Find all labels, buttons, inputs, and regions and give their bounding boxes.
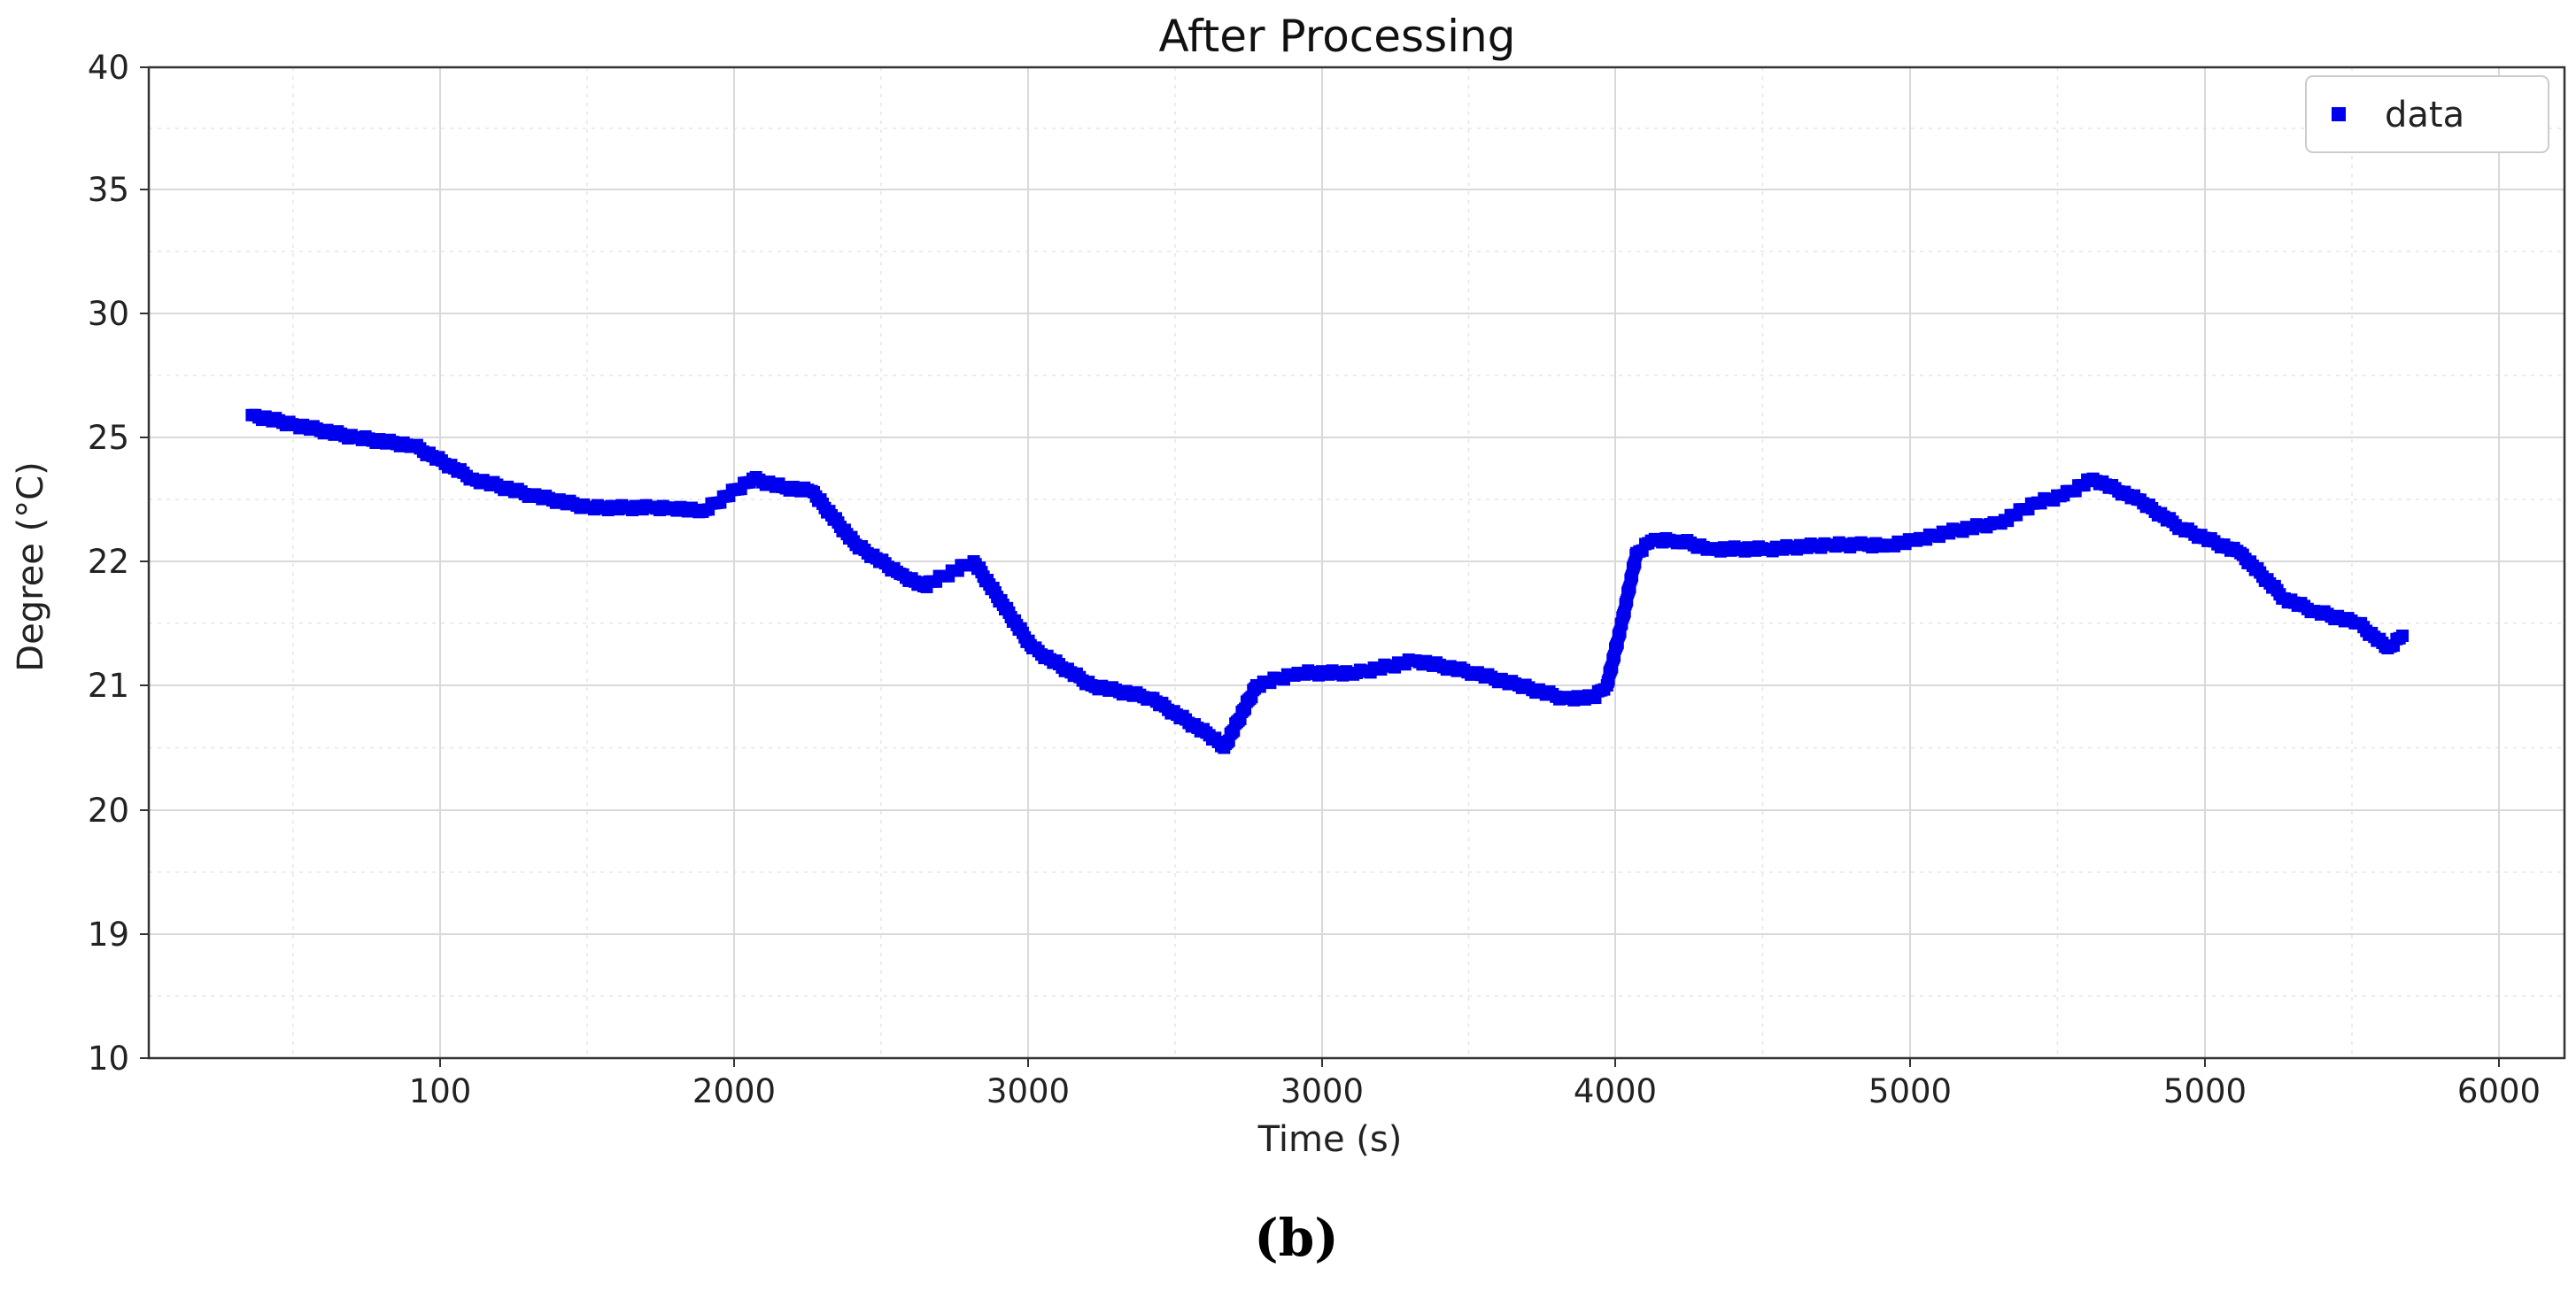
y-tick-label: 40 xyxy=(88,49,129,87)
x-tick-label: 3000 xyxy=(1280,1072,1364,1110)
y-tick-label: 22 xyxy=(88,543,129,581)
x-tick-label: 6000 xyxy=(2457,1072,2541,1110)
legend-box xyxy=(2305,75,2549,153)
x-tick-label: 5000 xyxy=(1868,1072,1952,1110)
x-tick-label: 3000 xyxy=(986,1072,1070,1110)
y-axis-label: Degree (°C) xyxy=(11,461,51,671)
x-tick-label: 5000 xyxy=(2163,1072,2247,1110)
legend-label: data xyxy=(2385,95,2464,135)
legend-marker xyxy=(2332,107,2346,121)
data-point xyxy=(2396,630,2410,642)
y-tick-label: 21 xyxy=(88,667,129,705)
x-tick-label: 4000 xyxy=(1574,1072,1657,1110)
y-ticks: 10 19 20 21 22 25 30 35 40 xyxy=(88,49,149,1078)
y-tick-label: 25 xyxy=(88,419,129,457)
y-tick-label: 35 xyxy=(88,171,129,209)
x-tick-label: 2000 xyxy=(692,1072,776,1110)
y-tick-label: 10 xyxy=(88,1040,129,1078)
x-axis-label: Time (s) xyxy=(1257,1119,1403,1160)
x-ticks: 100 2000 3000 3000 4000 5000 5000 6000 xyxy=(409,1058,2541,1110)
x-tick-label: 100 xyxy=(409,1072,472,1110)
chart-title: After Processing xyxy=(1159,11,1516,62)
figure-caption: (b) xyxy=(1254,1208,1338,1268)
data-points xyxy=(245,408,2410,754)
legend: data xyxy=(2305,75,2549,153)
plot-area xyxy=(149,67,2564,1058)
plot-frame xyxy=(147,66,2566,1060)
y-tick-label: 20 xyxy=(88,792,129,830)
y-tick-label: 30 xyxy=(88,295,129,333)
y-tick-label: 19 xyxy=(88,916,129,954)
grid xyxy=(149,66,2564,1059)
